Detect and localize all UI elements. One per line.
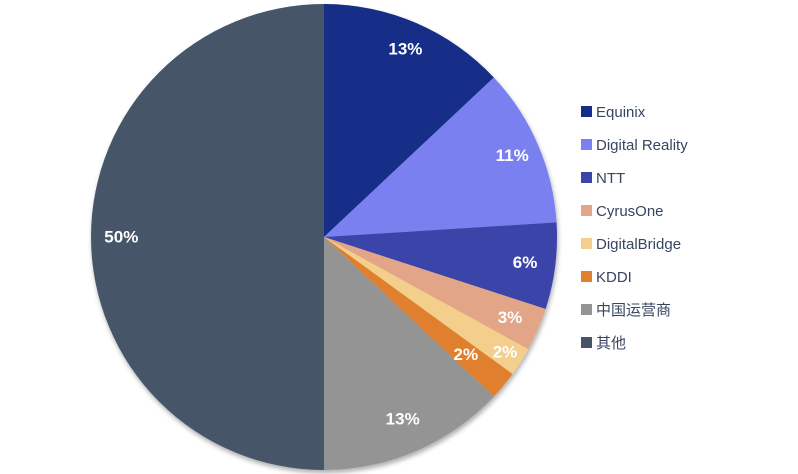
slice-label-DigitalBridge: 2% — [493, 342, 518, 361]
slice-label-Equinix: 13% — [388, 39, 422, 58]
pie-slice-KDDI — [324, 237, 513, 397]
slice-label-其他: 50% — [104, 228, 138, 247]
pie-slice-Digital Reality — [324, 77, 557, 237]
legend-label: DigitalBridge — [596, 235, 682, 253]
legend-swatch-icon — [581, 106, 592, 117]
legend-item-DigitalBridge: DigitalBridge — [581, 227, 688, 260]
slice-label-KDDI: 2% — [454, 345, 479, 364]
pie-slice-Equinix — [324, 4, 494, 237]
slice-label-CyrusOne: 3% — [498, 308, 523, 327]
legend-item-中国运营商: 中国运营商 — [581, 293, 688, 326]
legend-label: CyrusOne — [596, 202, 664, 220]
legend-label: Digital Reality — [596, 136, 688, 154]
pie-slice-其他 — [91, 4, 324, 470]
legend-swatch-icon — [581, 238, 592, 249]
legend-item-KDDI: KDDI — [581, 260, 688, 293]
legend-item-Equinix: Equinix — [581, 95, 688, 128]
legend-label: NTT — [596, 169, 626, 187]
pie-slice-中国运营商 — [324, 237, 494, 470]
legend-item-Digital Reality: Digital Reality — [581, 128, 688, 161]
slice-label-NTT: 6% — [513, 253, 538, 272]
slice-label-中国运营商: 13% — [386, 409, 420, 428]
legend-swatch-icon — [581, 139, 592, 150]
legend-swatch-icon — [581, 304, 592, 315]
slice-label-Digital Reality: 11% — [496, 146, 529, 165]
chart-legend: Equinix Digital Reality NTT CyrusOne Digital… — [581, 95, 688, 359]
legend-label: 中国运营商 — [596, 301, 672, 319]
pie-slice-DigitalBridge — [324, 237, 529, 374]
legend-swatch-icon — [581, 271, 592, 282]
legend-swatch-icon — [581, 205, 592, 216]
legend-swatch-icon — [581, 337, 592, 348]
legend-label: KDDI — [596, 268, 632, 286]
legend-item-NTT: NTT — [581, 161, 688, 194]
pie-slice-CyrusOne — [324, 237, 546, 350]
pie-slices-group — [91, 4, 558, 470]
legend-swatch-icon — [581, 172, 592, 183]
pie-slice-NTT — [324, 222, 558, 309]
pie-slice-labels-group: 13% 11% 6% 3% 2% 2% 13% 50% — [104, 39, 537, 428]
legend-label: Equinix — [596, 103, 646, 121]
legend-item-CyrusOne: CyrusOne — [581, 194, 688, 227]
legend-item-其他: 其他 — [581, 326, 688, 359]
legend-label: 其他 — [596, 334, 627, 352]
